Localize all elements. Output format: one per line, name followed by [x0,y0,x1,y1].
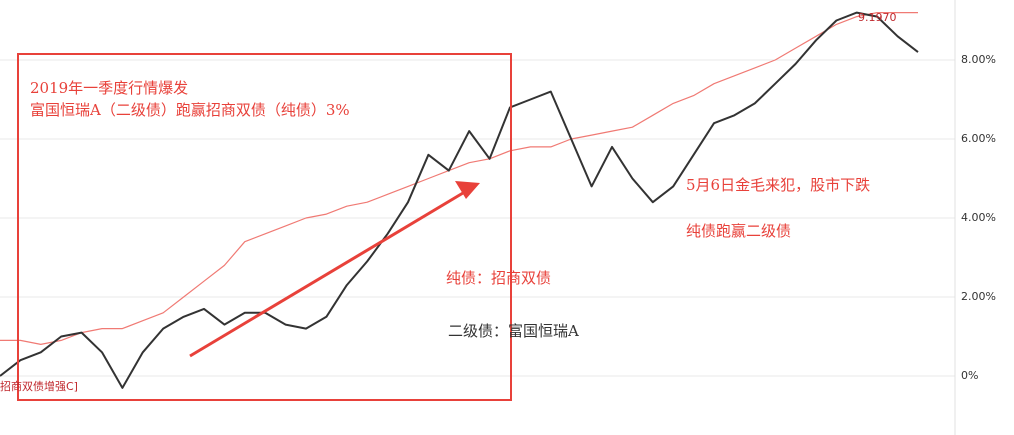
right-annotation-title: 5月6日金毛来犯，股市下跌 [686,176,871,194]
box-annotation-title: 2019年一季度行情爆发 [30,79,189,97]
highlight-box [17,53,512,401]
trend-arrow [189,188,469,358]
ytick-label: 6.00% [961,132,996,145]
annotation-overlay [17,53,512,401]
ytick-label: 8.00% [961,53,996,66]
ytick-label: 0% [961,369,979,382]
ytick-label: 4.00% [961,211,996,224]
series-line-pure-bond [0,12,918,345]
box-annotation-detail: 富国恒瑞A（二级债）跑赢招商双债（纯债）3% [30,101,350,119]
legend-pure-bond: 纯债：招商双债 [446,269,552,287]
ytick-label: 2.00% [961,290,996,303]
legend-second-bond: 二级债：富国恒瑞A [448,322,579,340]
grid-lines [0,0,956,435]
series-name-tag: 招商双债增强C] [0,380,78,393]
series-end-value-label: 9.1970 [858,11,897,24]
trend-arrow-head [455,181,480,199]
right-annotation-detail: 纯债跑赢二级债 [686,222,792,240]
series-line-second-bond [0,11,919,389]
series-layer [0,11,919,389]
